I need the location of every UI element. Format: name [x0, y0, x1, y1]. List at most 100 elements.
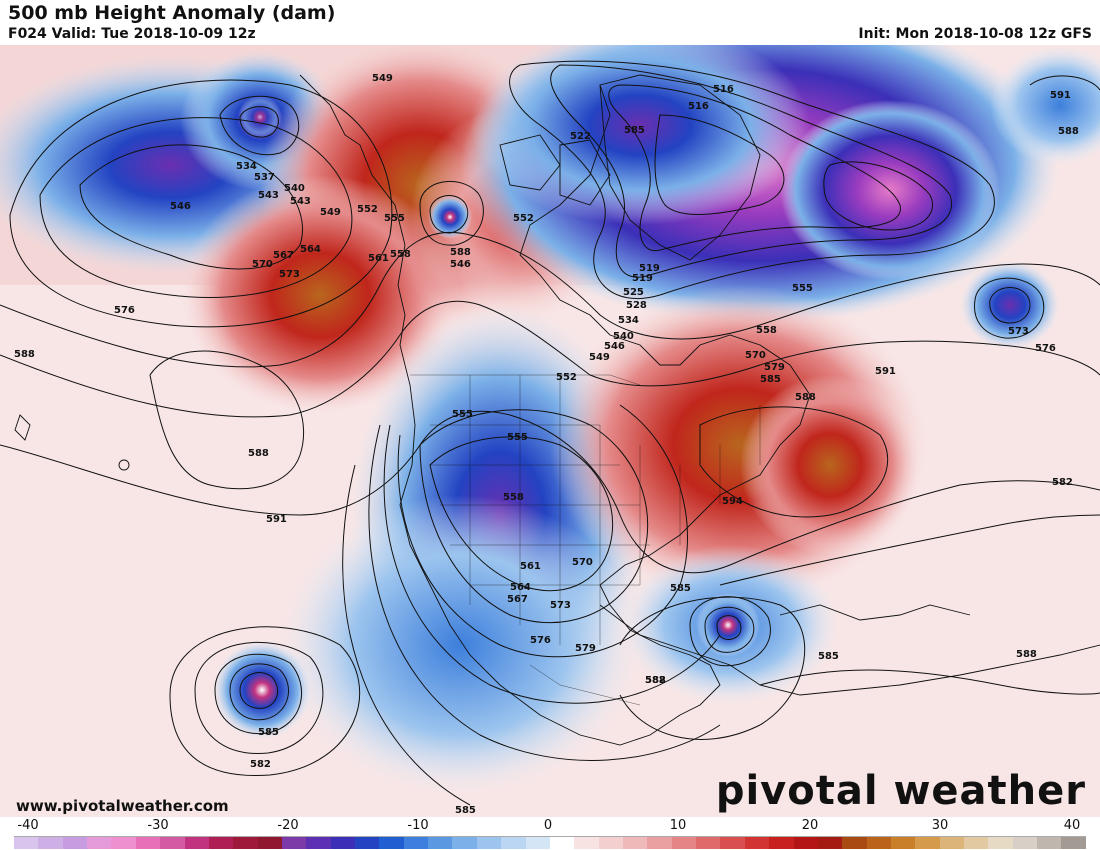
colorbar-swatch — [598, 837, 623, 849]
colorbar-swatch — [890, 837, 916, 849]
colorbar-swatch — [793, 837, 818, 849]
contour-label: 570 — [252, 259, 273, 270]
contour-label: 546 — [450, 259, 471, 270]
colorbar-swatch — [525, 837, 550, 849]
contour-label: 585 — [624, 125, 645, 136]
contour-label: 549 — [372, 73, 393, 84]
contour-label: 516 — [688, 101, 709, 112]
colorbar-swatch — [501, 837, 526, 849]
contour-label: 573 — [279, 269, 300, 280]
colorbar-label: -10 — [407, 818, 429, 833]
colorbar-label: -40 — [17, 818, 39, 833]
contour-label: 555 — [452, 409, 473, 420]
contour-label: 540 — [613, 331, 634, 342]
contour-label: 558 — [390, 249, 411, 260]
contour-label: 561 — [520, 561, 541, 572]
colorbar-swatch — [403, 837, 429, 849]
contour-label: 516 — [713, 84, 734, 95]
colorbar-swatch — [62, 837, 88, 849]
colorbar-swatch — [476, 837, 502, 849]
colorbar-swatch — [257, 837, 282, 849]
contour-label: 519 — [639, 263, 660, 274]
contour-label: 582 — [645, 675, 666, 686]
colorbar-swatch — [1012, 837, 1038, 849]
height-anomaly-map: 549 534 537 540 543 543 546 549 552 555 … — [0, 45, 1100, 817]
contour-label: 537 — [254, 172, 275, 183]
colorbar-label: 10 — [669, 818, 687, 833]
contour-label: 588 — [14, 349, 35, 360]
contour-label: 588 — [795, 392, 816, 403]
pacific-cyclone-anomaly — [212, 640, 312, 740]
contour-label: 540 — [284, 183, 305, 194]
contour-label: 558 — [503, 492, 524, 503]
colorbar-swatch — [111, 837, 136, 849]
contour-label: 552 — [556, 372, 577, 383]
contour-label: 564 — [510, 582, 531, 593]
contour-labels: 549 534 537 540 543 543 546 549 552 555 … — [14, 73, 1079, 816]
contour-label: 585 — [760, 374, 781, 385]
valid-time: F024 Valid: Tue 2018-10-09 12z — [8, 26, 256, 42]
contour-label: 573 — [1008, 326, 1029, 337]
contour-label: 588 — [645, 675, 666, 686]
contour-label: 543 — [290, 196, 311, 207]
contour-label: 534 — [236, 161, 257, 172]
colorbar-label: -30 — [147, 818, 169, 833]
colorbar-swatch — [87, 837, 112, 849]
contour-label: 525 — [623, 287, 644, 298]
colorbar-swatch — [281, 837, 307, 849]
colorbar-swatch — [233, 837, 258, 849]
contour-label: 555 — [384, 213, 405, 224]
colorbar-swatch — [184, 837, 209, 849]
colorbar-swatch — [744, 837, 770, 849]
contour-label: 555 — [792, 283, 813, 294]
colorbar-swatch — [939, 837, 965, 849]
colorbar-label: -20 — [277, 818, 299, 833]
colorbar-label: 30 — [931, 818, 949, 833]
contour-label: 585 — [258, 727, 279, 738]
colorbar-swatch — [14, 837, 39, 849]
colorbar-swatch — [769, 837, 794, 849]
colorbar-swatch — [1037, 837, 1062, 849]
contour-label: 528 — [626, 300, 647, 311]
contour-label: 585 — [455, 805, 476, 816]
colorbar-swatch — [330, 837, 356, 849]
contour-label: 558 — [756, 325, 777, 336]
colorbar-swatch — [964, 837, 989, 849]
colorbar-swatch — [379, 837, 404, 849]
contour-label: 552 — [513, 213, 534, 224]
colorbar-swatch — [817, 837, 843, 849]
contour-label: 588 — [1016, 649, 1037, 660]
colorbar-swatch — [988, 837, 1013, 849]
contour-label: 546 — [604, 341, 625, 352]
colorbar-swatch — [452, 837, 477, 849]
height-contours — [0, 60, 1100, 806]
contour-label: 546 — [170, 201, 191, 212]
contour-label: 591 — [266, 514, 287, 525]
website-url: www.pivotalweather.com — [16, 797, 229, 815]
contour-label: 552 — [357, 204, 378, 215]
colorbar-swatch — [866, 837, 891, 849]
contour-label: 594 — [722, 496, 743, 507]
brand-logo: pivotal weather — [715, 768, 1086, 814]
contour-label: 519 — [632, 273, 653, 284]
colorbar-label: 0 — [543, 818, 553, 833]
colorbar-swatch — [842, 837, 867, 849]
contour-label: 564 — [300, 244, 321, 255]
gulf-hurricane-anomaly — [696, 593, 760, 657]
contour-label: 543 — [258, 190, 279, 201]
contour-label: 585 — [818, 651, 839, 662]
init-time: Init: Mon 2018-10-08 12z GFS — [858, 26, 1092, 42]
colorbar-swatch — [135, 837, 161, 849]
colorbar-swatch — [208, 837, 234, 849]
contour-label: 549 — [589, 352, 610, 363]
contour-label: 591 — [1050, 90, 1071, 101]
header: 500 mb Height Anomaly (dam) F024 Valid: … — [0, 0, 1100, 45]
contour-label: 588 — [450, 247, 471, 258]
colorbar-swatch — [574, 837, 599, 849]
contour-label: 555 — [507, 432, 528, 443]
colorbar-swatch — [622, 837, 648, 849]
political-borders — [410, 374, 761, 706]
colorbar-swatch — [671, 837, 697, 849]
colorbar-swatch — [696, 837, 721, 849]
colorbar-swatch — [355, 837, 380, 849]
